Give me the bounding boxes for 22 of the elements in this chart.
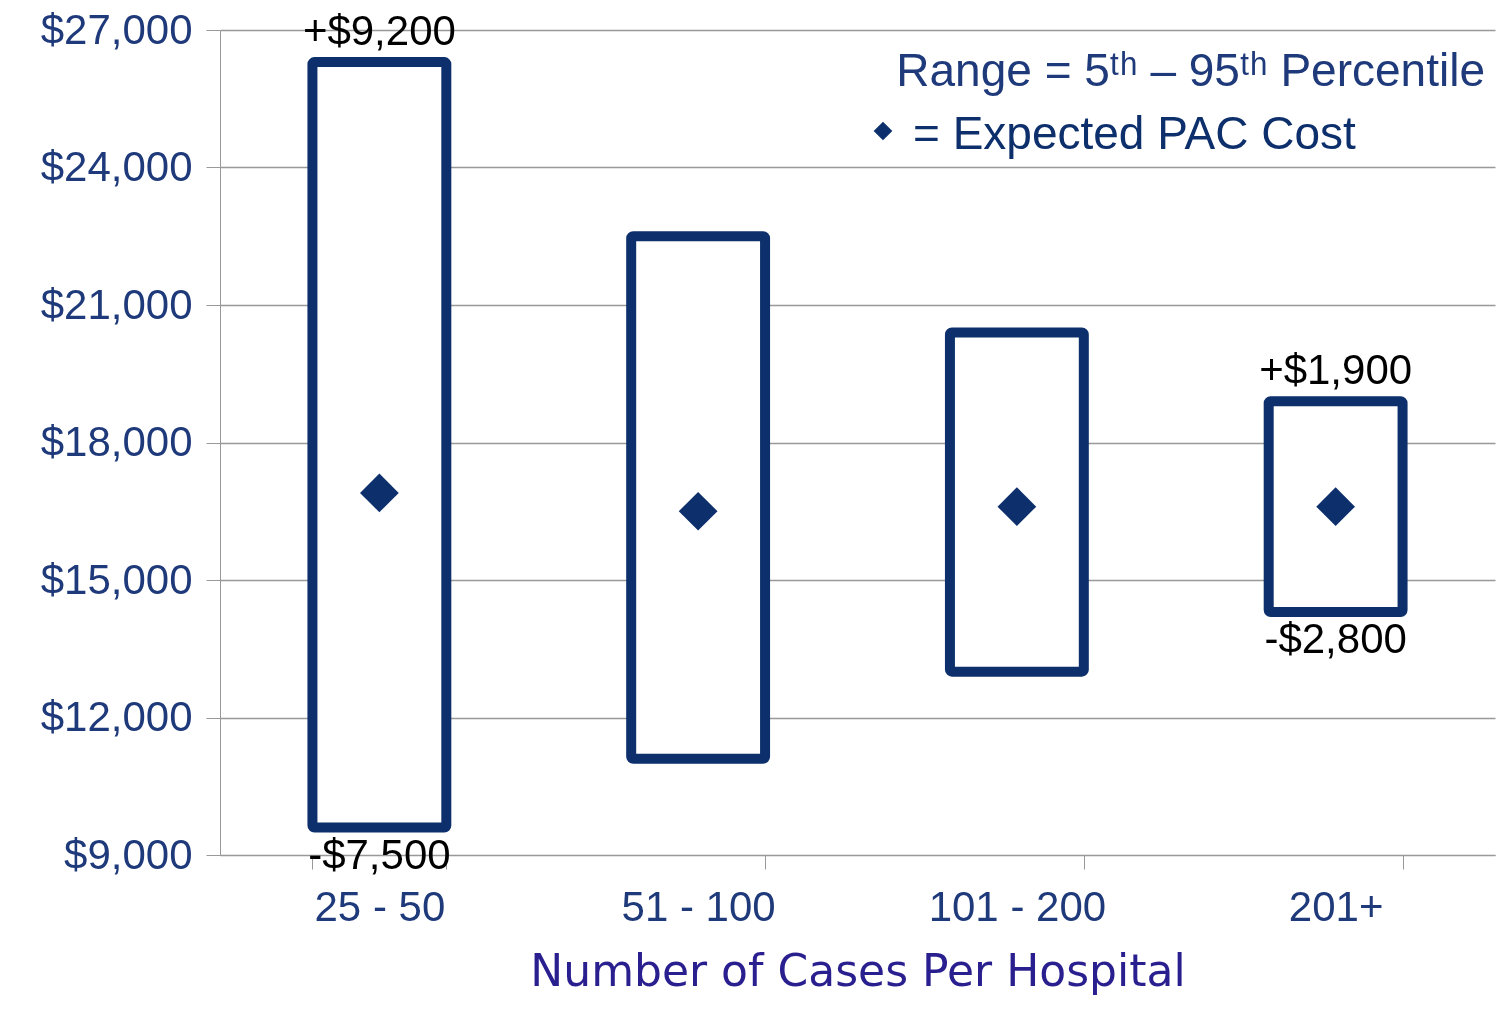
annotation: -$2,800 xyxy=(1264,615,1407,663)
y-tick-label: $24,000 xyxy=(40,143,193,190)
x-tick-label: 201+ xyxy=(1288,882,1384,930)
point xyxy=(360,473,399,513)
legend-label: = Expected PAC Cost xyxy=(913,107,1356,159)
y-tick-label: $9,000 xyxy=(64,830,193,878)
y-tick-label: $12,000 xyxy=(40,693,193,740)
x-tick-label: 101 - 200 xyxy=(928,882,1107,930)
annotation: Range = 5ᵗʰ – 95ᵗʰ Percentile xyxy=(896,44,1485,96)
annotation: +$9,200 xyxy=(302,7,456,55)
annotation: +$1,900 xyxy=(1259,346,1413,394)
y-tick-label: $15,000 xyxy=(40,555,193,603)
x-tick-label: 51 - 100 xyxy=(621,882,776,930)
y-tick-label: $18,000 xyxy=(40,418,193,465)
x-tick-label: 25 - 50 xyxy=(314,882,446,930)
annotation: -$7,500 xyxy=(308,830,451,878)
y-tick-label: $21,000 xyxy=(40,280,193,328)
x-axis-title: Number of Cases Per Hospital xyxy=(530,944,1186,996)
y-tick-label: $27,000 xyxy=(40,5,193,53)
point xyxy=(1316,487,1355,527)
point xyxy=(997,487,1037,527)
point xyxy=(678,491,718,531)
